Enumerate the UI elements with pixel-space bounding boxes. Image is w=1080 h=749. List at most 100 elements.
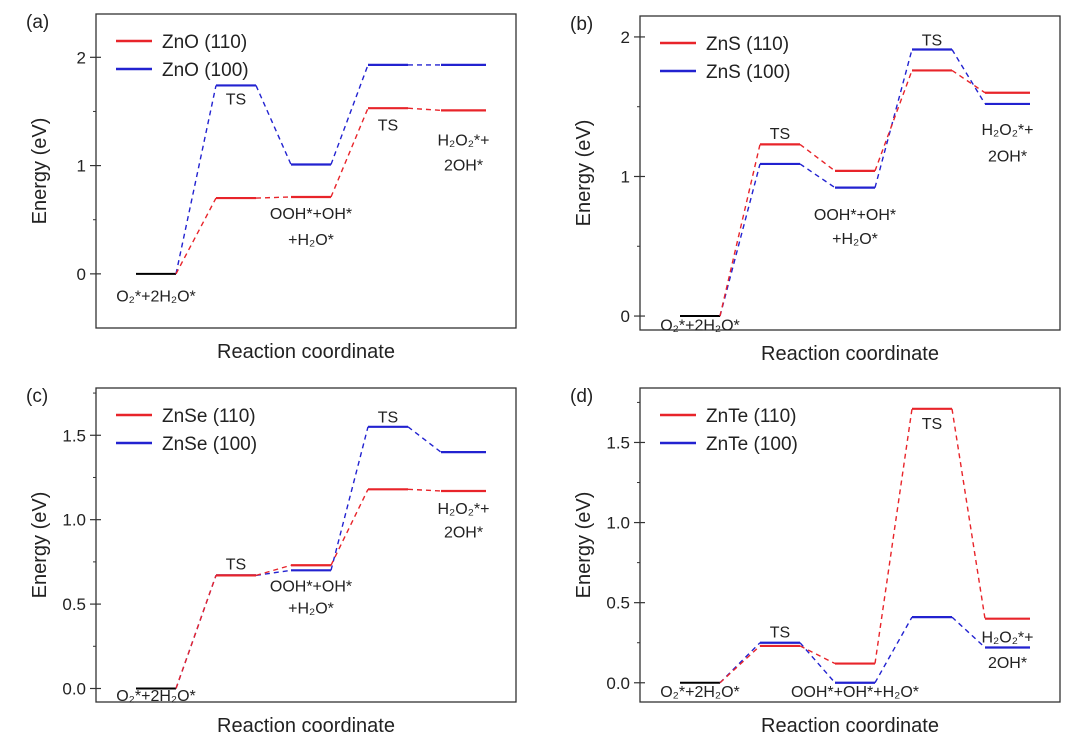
y-tick-label: 2 — [77, 48, 86, 67]
series-2 — [175, 425, 486, 689]
legend-entry-1: ZnTe (110) — [706, 406, 796, 427]
state-label: OOH*+OH* — [270, 579, 352, 596]
series-2-connector-4 — [407, 426, 442, 453]
series-2 — [719, 48, 1030, 317]
series-2-connector-1 — [175, 85, 217, 275]
series-1-connector-3 — [330, 107, 369, 198]
series-2 — [175, 63, 486, 275]
series-1-connector-4 — [407, 488, 442, 492]
series-1 — [719, 69, 1030, 317]
state-label: O₂*+2H₂O* — [116, 289, 196, 306]
series-2-connector-1 — [719, 642, 761, 684]
chart-panel-2: (b) 0 1 2 Reaction coordinate Energy (eV) ZnS … — [570, 14, 1061, 365]
series-2-connector-3 — [874, 616, 913, 684]
y-tick-label: 0 — [77, 265, 86, 284]
y-tick-label: 1.5 — [606, 433, 630, 452]
state-label: O₂*+2H₂O* — [660, 684, 740, 701]
x-axis-label: Reaction coordinate — [761, 715, 939, 737]
series-2-connector-1 — [719, 163, 761, 317]
state-label: OOH*+OH*+H₂O* — [791, 684, 919, 701]
series-2-connector-2 — [255, 569, 292, 577]
legend-entry-1: ZnS (110) — [706, 34, 789, 55]
y-tick-label: 1.0 — [62, 511, 86, 530]
plot-frame — [639, 15, 1061, 331]
state-label: O₂*+2H₂O* — [116, 688, 196, 705]
y-tick-label: 1.5 — [62, 426, 86, 445]
y-tick-label: 0 — [621, 307, 630, 326]
state-label: +H₂O* — [288, 600, 334, 617]
state-label: TS — [378, 410, 398, 427]
state-label: TS — [226, 557, 246, 574]
series-1 — [719, 407, 1030, 684]
y-axis-label: Energy (eV) — [29, 118, 51, 225]
series-2-connector-4 — [951, 49, 986, 105]
state-label: OOH*+OH* — [814, 207, 896, 224]
state-label: 2OH* — [988, 655, 1027, 672]
state-label: 2OH* — [444, 524, 483, 541]
series-1-connector-1 — [719, 645, 761, 684]
plot-frame — [639, 387, 1061, 703]
legend-entry-2: ZnS (100) — [706, 62, 790, 83]
state-label: H₂O₂*+ — [438, 133, 490, 150]
series-2-connector-2 — [799, 642, 836, 684]
series-1-connector-4 — [951, 408, 986, 619]
state-label: TS — [226, 91, 246, 108]
state-label: O₂*+2H₂O* — [660, 317, 740, 334]
series-2-connector-3 — [330, 426, 369, 571]
state-label: TS — [378, 117, 398, 134]
y-tick-label: 1 — [621, 167, 630, 186]
legend-entry-1: ZnO (110) — [162, 32, 247, 53]
series-2-connector-2 — [799, 163, 836, 189]
state-label: TS — [922, 33, 942, 50]
legend-entry-2: ZnO (100) — [162, 60, 249, 81]
panel-label: (b) — [570, 14, 593, 35]
chart-panel-3: (c) 0.0 0.5 1.0 1.5 Reaction coordinate Energy… — [26, 386, 517, 737]
state-label: TS — [770, 126, 790, 143]
state-label: H₂O₂*+ — [982, 122, 1034, 139]
x-axis-label: Reaction coordinate — [217, 715, 395, 737]
legend-entry-2: ZnSe (100) — [162, 434, 257, 455]
series-1 — [175, 107, 486, 275]
y-tick-label: 2 — [621, 28, 630, 47]
panel-label: (d) — [570, 386, 593, 407]
x-axis-label: Reaction coordinate — [217, 341, 395, 363]
series-1-connector-4 — [951, 69, 986, 94]
y-axis-label: Energy (eV) — [573, 492, 595, 599]
y-tick-label: 1.0 — [606, 514, 630, 533]
series-1-connector-4 — [407, 107, 442, 112]
series-1 — [175, 488, 486, 689]
state-label: 2OH* — [988, 149, 1027, 166]
series-2-connector-4 — [951, 616, 986, 649]
x-axis-label: Reaction coordinate — [761, 343, 939, 365]
y-tick-label: 0.0 — [62, 679, 86, 698]
series-2-connector-2 — [255, 85, 292, 165]
series-1-connector-1 — [719, 144, 761, 317]
chart-panel-1: (a) 0 1 2 Reaction coordinate Energy (eV) ZnO … — [26, 12, 517, 363]
chart-panel-4: (d) 0.0 0.5 1.0 1.5 Reaction coordinate Energy… — [570, 386, 1061, 737]
panel-label: (c) — [26, 386, 48, 407]
series-1-connector-3 — [874, 70, 913, 172]
plot-frame — [95, 13, 517, 329]
state-label: H₂O₂*+ — [438, 501, 490, 518]
plot-frame — [95, 387, 517, 703]
series-1-connector-1 — [175, 197, 217, 275]
y-axis-label: Energy (eV) — [29, 492, 51, 599]
legend-entry-2: ZnTe (100) — [706, 434, 798, 455]
series-2 — [719, 615, 1030, 684]
state-label: TS — [922, 416, 942, 433]
series-2-connector-3 — [874, 49, 913, 188]
series-1-connector-1 — [175, 575, 217, 689]
state-label: +H₂O* — [288, 232, 334, 249]
state-label: 2OH* — [444, 158, 483, 175]
y-tick-label: 0.5 — [606, 594, 630, 613]
legend-entry-1: ZnSe (110) — [162, 406, 256, 427]
y-tick-label: 0.5 — [62, 595, 86, 614]
series-1-connector-3 — [874, 408, 913, 664]
state-label: +H₂O* — [832, 231, 878, 248]
state-label: TS — [770, 625, 790, 642]
state-label: OOH*+OH* — [270, 206, 352, 223]
series-1-connector-2 — [799, 645, 836, 665]
state-label: H₂O₂*+ — [982, 629, 1034, 646]
series-1-connector-2 — [799, 143, 836, 172]
